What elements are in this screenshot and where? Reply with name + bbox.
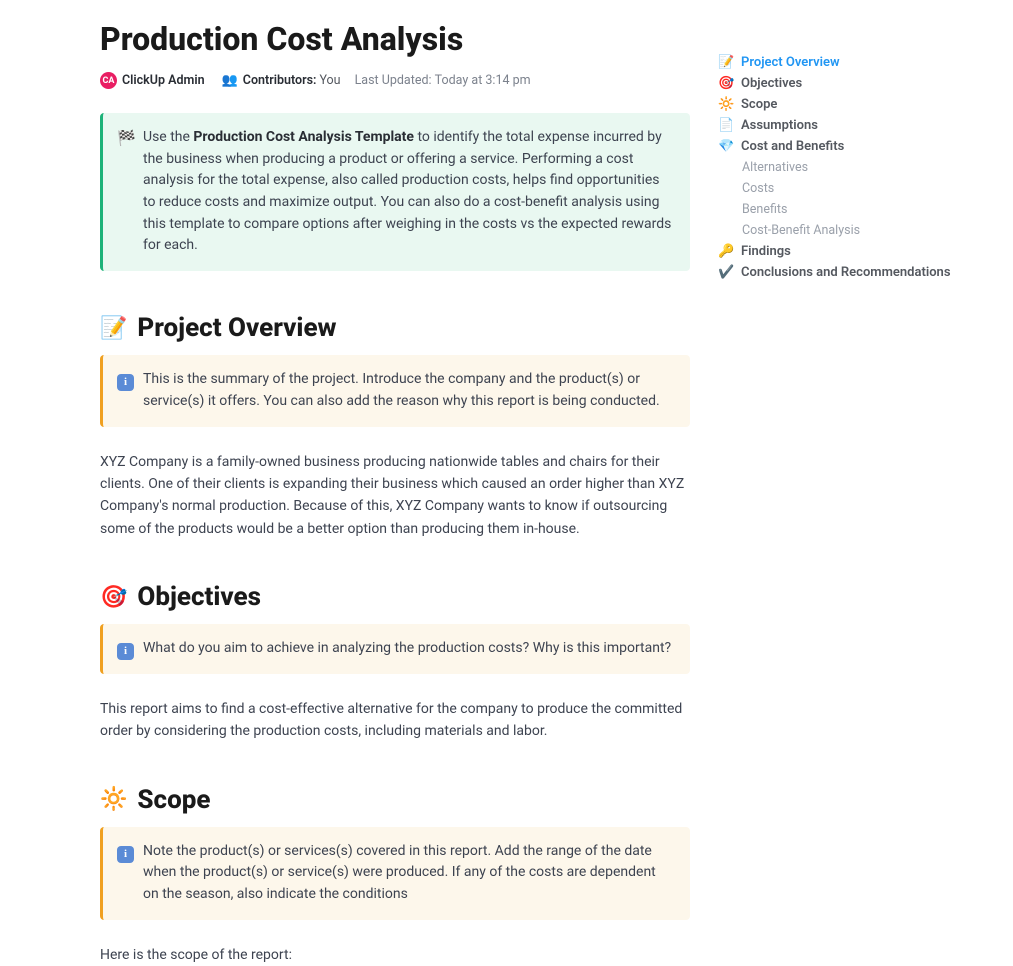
toc-item-label: Cost and Benefits bbox=[741, 139, 844, 154]
intro-prefix: Use the bbox=[143, 129, 193, 145]
author-name: ClickUp Admin bbox=[122, 73, 205, 88]
toc-item[interactable]: 🔆 Scope bbox=[718, 94, 958, 115]
callout-text: This is the summary of the project. Intr… bbox=[143, 371, 660, 409]
toc-item[interactable]: 🔑 Findings bbox=[718, 241, 958, 262]
document-main: Production Cost Analysis CA ClickUp Admi… bbox=[100, 20, 690, 966]
section-objectives: 🎯 Objectives i What do you aim to achiev… bbox=[100, 582, 690, 742]
toc-item[interactable]: 📝 Project Overview bbox=[718, 52, 958, 73]
flag-icon: 🏁 bbox=[117, 127, 136, 150]
overview-body: XYZ Company is a family-owned business p… bbox=[100, 451, 690, 541]
table-of-contents: 📝 Project Overview 🎯 Objectives 🔆 Scope 📄 Assum… bbox=[718, 52, 958, 283]
toc-item-icon: 🔑 bbox=[718, 244, 734, 259]
toc-item-icon: 🎯 bbox=[718, 76, 734, 91]
updated-label: Last Updated: bbox=[355, 73, 432, 88]
page-title: Production Cost Analysis bbox=[100, 20, 690, 58]
toc-item-icon: 📝 bbox=[718, 55, 734, 70]
toc-item-label: Findings bbox=[741, 244, 791, 259]
objectives-body: This report aims to find a cost-effectiv… bbox=[100, 698, 690, 743]
callout-text: Note the product(s) or services(s) cover… bbox=[143, 843, 656, 902]
heading-text: Scope bbox=[137, 785, 210, 815]
heading-text: Objectives bbox=[137, 582, 261, 612]
toc-item[interactable]: ✔️ Conclusions and Recommendations bbox=[718, 262, 958, 283]
info-icon: i bbox=[117, 841, 134, 864]
toc-item-label: Assumptions bbox=[741, 118, 818, 133]
section-heading: 🔆 Scope bbox=[100, 785, 690, 815]
avatar: CA bbox=[100, 72, 117, 89]
last-updated: Last Updated: Today at 3:14 pm bbox=[355, 73, 531, 88]
toc-item-label: Project Overview bbox=[741, 55, 840, 70]
toc-item-icon: 💎 bbox=[718, 139, 734, 154]
toc-item[interactable]: 📄 Assumptions bbox=[718, 115, 958, 136]
toc-item-label: Objectives bbox=[741, 76, 802, 91]
section-project-overview: 📝 Project Overview i This is the summary… bbox=[100, 313, 690, 540]
section-heading: 📝 Project Overview bbox=[100, 313, 690, 343]
callout-text: What do you aim to achieve in analyzing … bbox=[143, 640, 671, 656]
heading-text: Project Overview bbox=[137, 313, 336, 343]
scope-body: Here is the scope of the report: bbox=[100, 944, 690, 966]
toc-item-icon: 🔆 bbox=[718, 97, 734, 112]
toc-subitem[interactable]: Alternatives bbox=[718, 157, 958, 178]
toc-subitem[interactable]: Benefits bbox=[718, 199, 958, 220]
info-icon: i bbox=[117, 638, 134, 661]
toc-item-icon: 📄 bbox=[718, 118, 734, 133]
objectives-callout: i What do you aim to achieve in analyzin… bbox=[100, 624, 690, 674]
info-icon: i bbox=[117, 369, 134, 392]
section-scope: 🔆 Scope i Note the product(s) or service… bbox=[100, 785, 690, 966]
toc-item[interactable]: 💎 Cost and Benefits bbox=[718, 136, 958, 157]
toc-subitem[interactable]: Cost-Benefit Analysis bbox=[718, 220, 958, 241]
author-chip[interactable]: CA ClickUp Admin bbox=[100, 72, 208, 89]
meta-row: CA ClickUp Admin 👥 Contributors: You Las… bbox=[100, 72, 690, 89]
contributors-label: Contributors: bbox=[243, 73, 317, 88]
toc-item-label: Scope bbox=[741, 97, 777, 112]
toc-item[interactable]: 🎯 Objectives bbox=[718, 73, 958, 94]
target-icon: 🎯 bbox=[100, 585, 127, 610]
sun-icon: 🔆 bbox=[100, 787, 127, 812]
contributors-chip[interactable]: 👥 Contributors: You bbox=[222, 73, 341, 88]
toc-subitem[interactable]: Costs bbox=[718, 178, 958, 199]
intro-rest: to identify the total expense incurred b… bbox=[143, 129, 671, 253]
toc-item-icon: ✔️ bbox=[718, 265, 734, 280]
memo-icon: 📝 bbox=[100, 316, 127, 341]
section-heading: 🎯 Objectives bbox=[100, 582, 690, 612]
scope-callout: i Note the product(s) or services(s) cov… bbox=[100, 827, 690, 920]
updated-value: Today at 3:14 pm bbox=[435, 73, 531, 88]
intro-callout: 🏁 Use the Production Cost Analysis Templ… bbox=[100, 113, 690, 271]
intro-bold: Production Cost Analysis Template bbox=[193, 129, 414, 145]
people-icon: 👥 bbox=[222, 73, 238, 88]
overview-callout: i This is the summary of the project. In… bbox=[100, 355, 690, 426]
contributors-value: You bbox=[319, 73, 340, 88]
toc-item-label: Conclusions and Recommendations bbox=[741, 265, 951, 280]
